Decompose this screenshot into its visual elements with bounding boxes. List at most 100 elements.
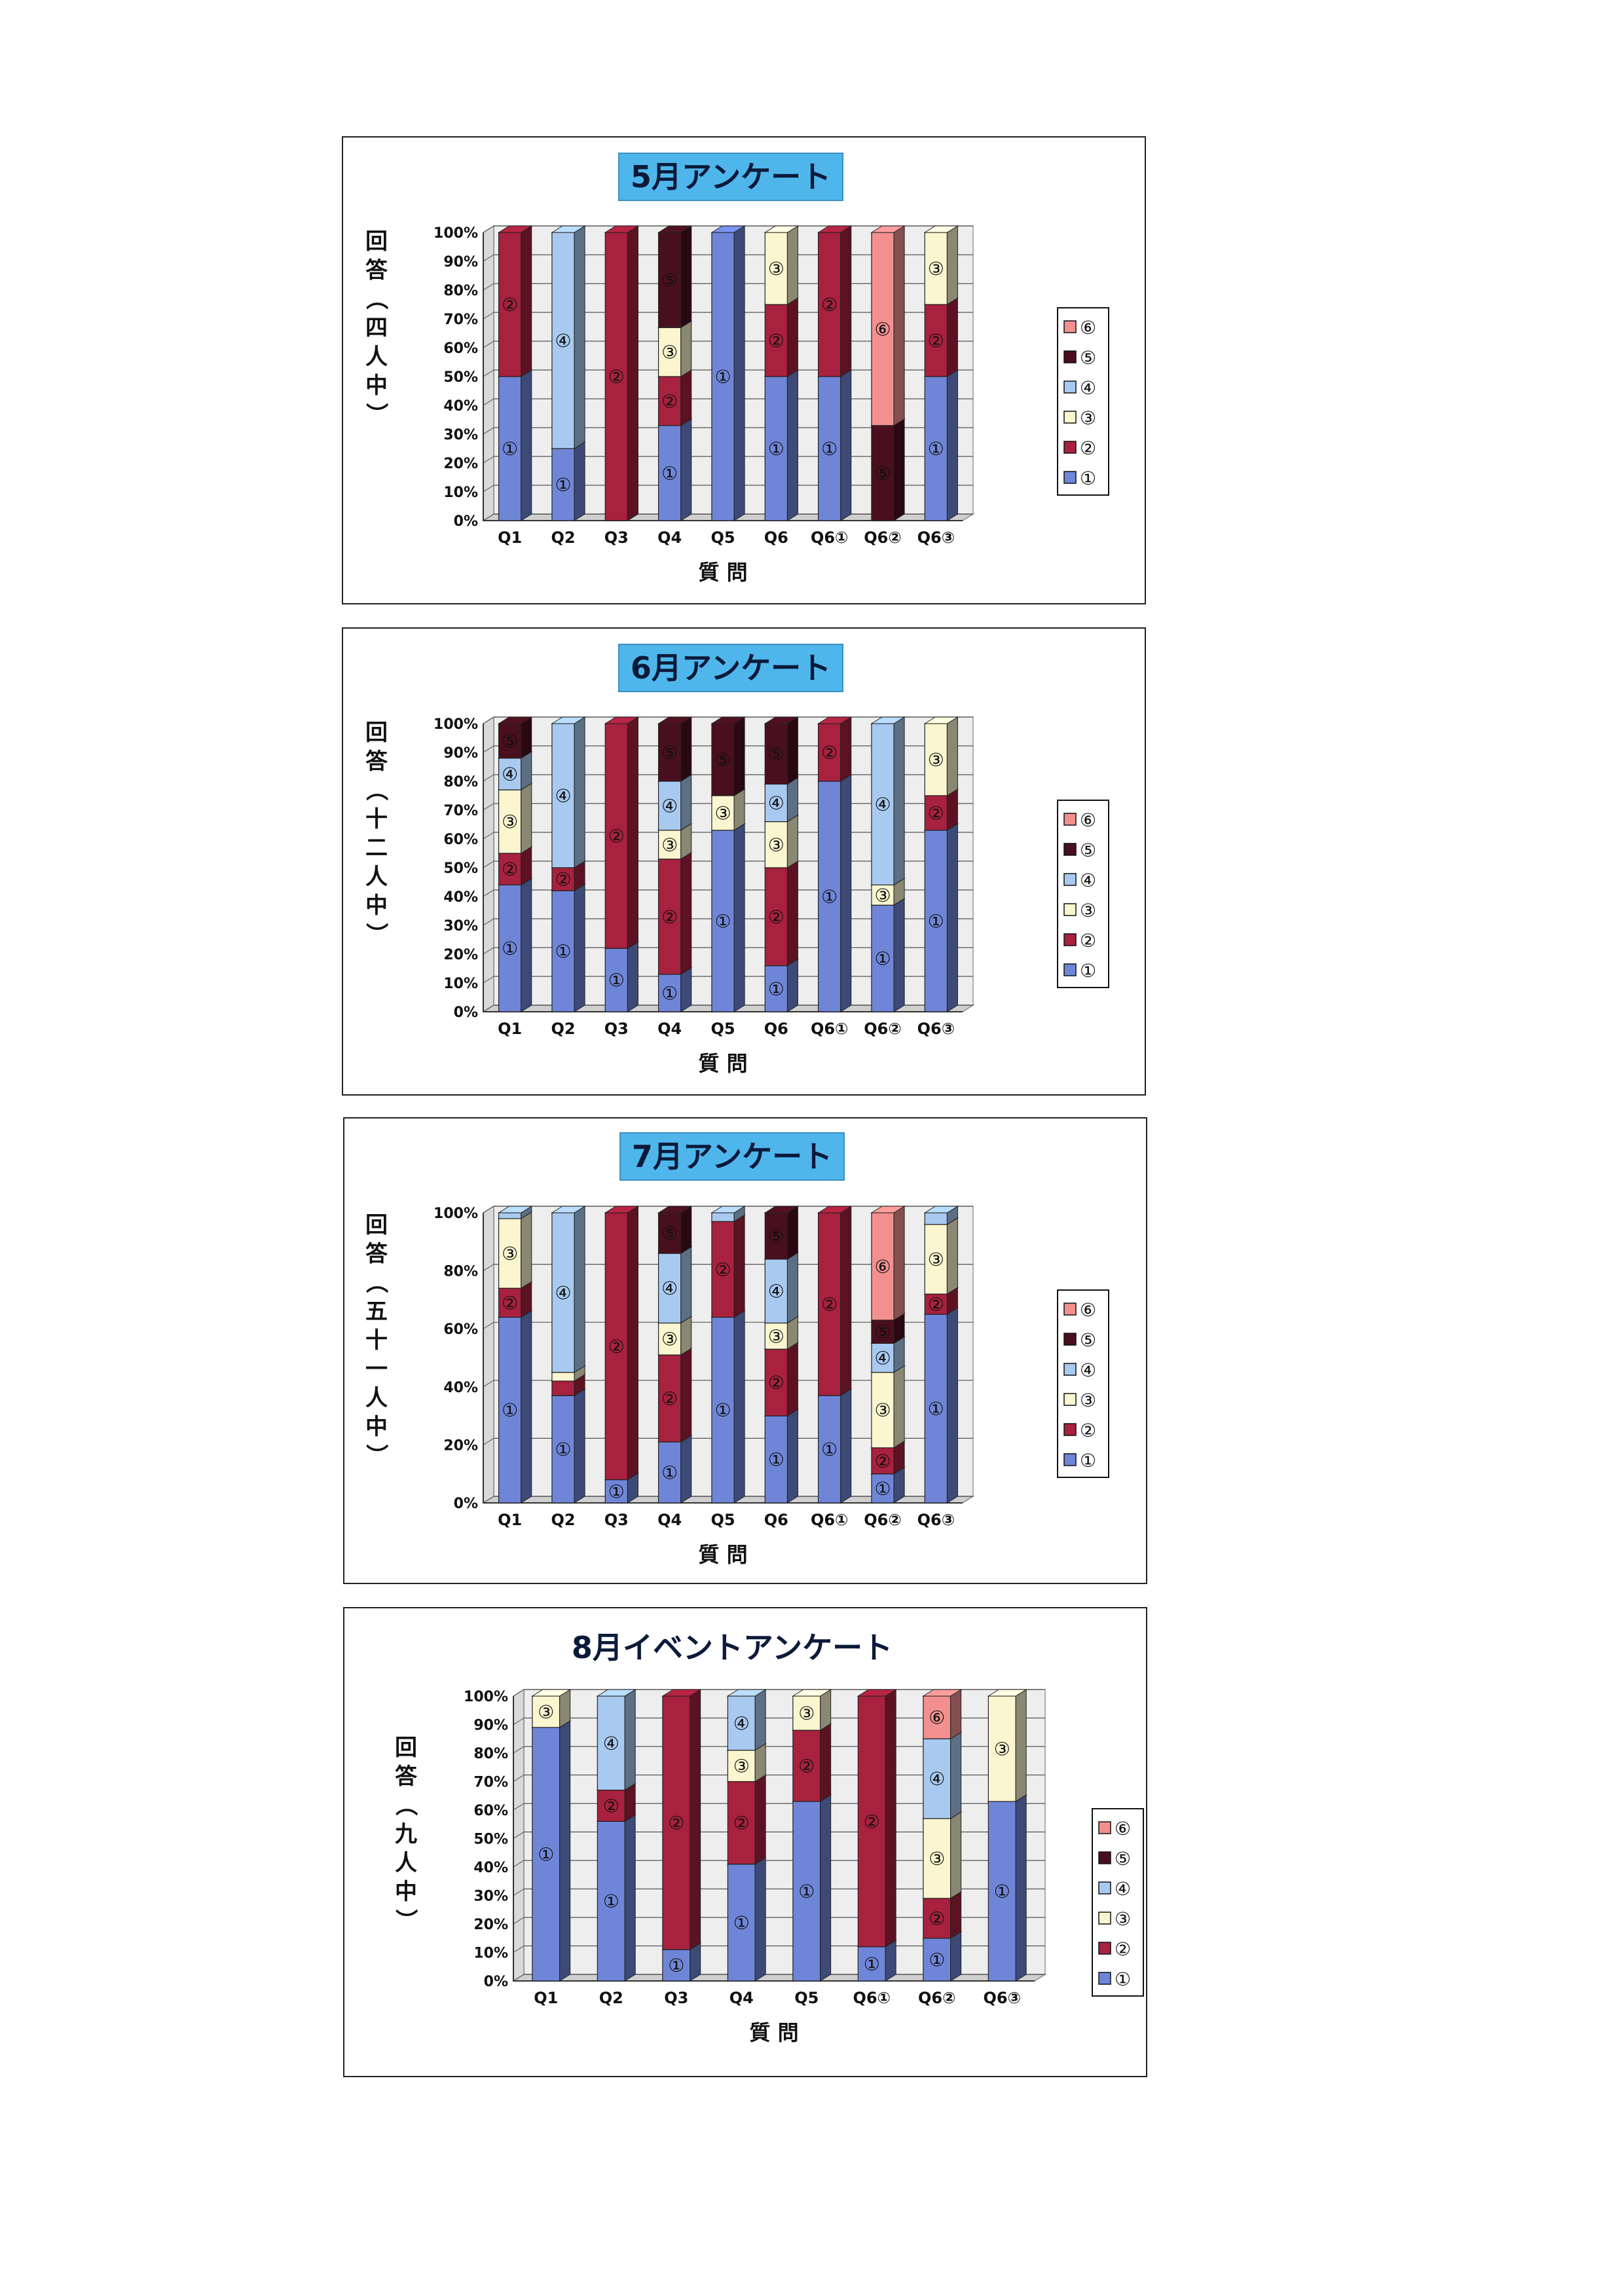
y-axis-label-char: 中 — [365, 893, 388, 919]
bar-top — [764, 225, 800, 233]
gridline-diag — [483, 283, 494, 291]
bar-side — [840, 774, 852, 1012]
y-axis-label-char: 回 — [365, 1212, 388, 1238]
chart-title: 5月アンケート — [631, 159, 831, 194]
x-tick-label: Q6 — [764, 528, 788, 547]
bar-segment — [764, 1415, 788, 1504]
bar-segment — [551, 232, 575, 449]
bar-value-label: ⑤ — [661, 270, 678, 291]
y-tick-label: 10% — [443, 976, 478, 992]
bar-value-label: ③ — [928, 258, 944, 280]
bar-segment — [924, 723, 948, 796]
y-tick-label: 70% — [443, 312, 478, 328]
x-tick-label: Q6② — [864, 1511, 901, 1529]
x-tick-label: Q5 — [710, 1511, 735, 1529]
legend-swatch — [1063, 350, 1077, 363]
y-tick-label: 20% — [443, 947, 478, 963]
bar-side — [893, 898, 905, 1012]
bar-side — [521, 783, 532, 854]
bar-segment — [498, 376, 522, 521]
bar-top — [657, 716, 693, 724]
bar-segment — [871, 1342, 895, 1373]
x-tick-label: Q5 — [794, 1989, 819, 2007]
legend-swatch — [1063, 843, 1077, 856]
bar-segment — [551, 723, 575, 868]
legend-label: ⑥ — [1080, 317, 1096, 339]
bar-segment — [657, 376, 682, 426]
bar-side — [946, 1217, 958, 1295]
legend-label: ① — [1080, 1450, 1096, 1471]
legend-swatch — [1098, 1821, 1111, 1834]
bar-value-label: ① — [928, 1398, 944, 1420]
bar-side — [786, 1342, 798, 1417]
bar-top — [531, 1689, 572, 1697]
bar-value-label: ④ — [502, 764, 518, 785]
y-tick-label: 50% — [473, 1832, 508, 1848]
chart-1: 6月アンケート 0% 10% 20% 30% 40% 50% 60% 70% 80% 90% 100%… — [363, 644, 1109, 1076]
x-tick-label: Q6③ — [984, 1989, 1021, 2007]
bar-segment — [857, 1695, 886, 1948]
legend-label: ④ — [1080, 870, 1096, 891]
bar-side — [680, 1246, 692, 1324]
gridline-diag — [483, 254, 494, 262]
gridline-diag — [513, 1774, 525, 1783]
bar-side — [786, 814, 798, 868]
y-tick-label: 70% — [473, 1775, 508, 1791]
bar-side — [627, 941, 638, 1012]
legend-label: ② — [1080, 437, 1096, 459]
bar-value-label: ⑥ — [874, 318, 891, 340]
bar-value-label: ① — [864, 1953, 880, 1975]
bar-side — [786, 1206, 798, 1260]
bar-value-label: ③ — [928, 1249, 944, 1270]
x-tick-label: Q1 — [534, 1989, 558, 2007]
bar-top — [551, 716, 586, 724]
x-tick-label: Q1 — [498, 1020, 522, 1038]
bar-value-label: ④ — [555, 330, 571, 352]
bar-side — [893, 225, 905, 426]
x-tick-label: Q4 — [657, 1020, 682, 1038]
bar-value-label: ② — [603, 1795, 619, 1817]
bar-side — [754, 1774, 766, 1865]
x-tick-label: Q6③ — [917, 1020, 955, 1038]
chart-0: 5月アンケート 0% 10% 20% 30% 40% 50% 60% 70% 80% 90% 100%… — [363, 153, 1109, 585]
x-tick-label: Q3 — [604, 1511, 629, 1529]
bar-side — [946, 788, 958, 831]
bar-side — [820, 1689, 832, 1731]
bar-top — [657, 1206, 693, 1213]
bar-value-label: ④ — [603, 1733, 619, 1754]
bar-value-label: ③ — [768, 1325, 784, 1347]
bar-side — [840, 1206, 852, 1396]
bar-top — [870, 1206, 906, 1213]
bar-side — [574, 441, 585, 521]
bar-value-label: ① — [603, 1891, 619, 1912]
bar-side — [624, 1814, 636, 1982]
bar-top — [604, 1206, 640, 1213]
legend-swatch — [1063, 873, 1077, 886]
bar-value-label: ① — [928, 910, 944, 932]
bar-value-label: ② — [733, 1813, 750, 1834]
legend-label: ③ — [1080, 1390, 1096, 1411]
bar-top — [870, 225, 906, 233]
y-tick-label: 90% — [443, 745, 478, 762]
bar-segment — [923, 1695, 951, 1739]
bar-side — [950, 1891, 962, 1939]
legend-swatch — [1063, 813, 1077, 826]
gridline-diag — [483, 1437, 494, 1445]
y-axis-label-char: 中 — [365, 373, 388, 399]
bar-value-label: ② — [768, 1372, 784, 1394]
bar-top — [922, 1689, 963, 1697]
bar-value-label: ① — [714, 910, 731, 932]
gridline-diag — [483, 398, 494, 406]
bar-value-label: ② — [768, 906, 784, 928]
bar-value-label: ③ — [994, 1738, 1010, 1760]
bar-value-label: ② — [661, 390, 678, 412]
y-tick-label: 80% — [443, 1264, 478, 1280]
bar-value-label: ② — [821, 742, 838, 764]
bar-value-label: ③ — [768, 834, 784, 856]
bar-side — [574, 1388, 585, 1504]
bar-value-label: ① — [768, 438, 784, 460]
y-tick-label: 80% — [473, 1746, 508, 1762]
bar-top — [764, 716, 800, 724]
y-axis-label-char: （ — [392, 1794, 418, 1816]
y-axis-label-char: ） — [363, 1444, 389, 1466]
